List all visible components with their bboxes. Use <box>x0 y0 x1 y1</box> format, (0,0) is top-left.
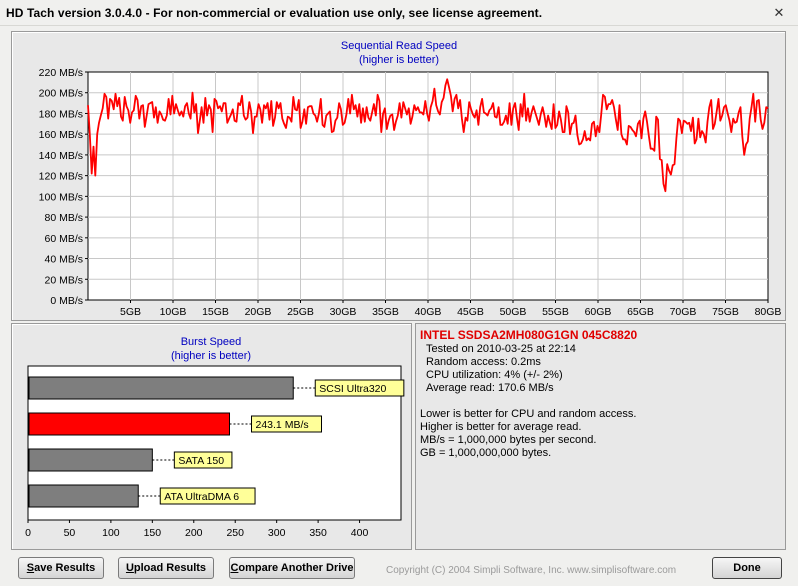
burst-x-tick-label: 50 <box>64 527 76 539</box>
seq-y-tick-label: 120 MB/s <box>39 171 83 183</box>
seq-y-tick-label: 0 MB/s <box>50 295 83 307</box>
seq-x-tick-label: 75GB <box>712 306 739 318</box>
burst-bar <box>28 448 153 472</box>
cpu-utilization: CPU utilization: 4% (+/- 2%) <box>426 369 563 381</box>
burst-x-tick-label: 350 <box>309 527 327 539</box>
seq-x-tick-label: 35GB <box>372 306 399 318</box>
upload-results-accel: U <box>125 562 134 574</box>
seq-y-tick-label: 220 MB/s <box>39 67 83 79</box>
seq-x-tick-label: 10GB <box>160 306 187 318</box>
burst-x-tick-label: 200 <box>185 527 203 539</box>
burst-bar <box>28 412 231 436</box>
burst-label-box <box>314 379 405 397</box>
burst-bar-label: SCSI Ultra320 <box>319 383 386 395</box>
done-button[interactable]: Done <box>712 557 782 579</box>
compare-drive-label: ompare Another Drive <box>238 562 354 574</box>
seq-y-tick-label: 60 MB/s <box>44 233 83 245</box>
close-icon[interactable]: ✕ <box>773 5 785 20</box>
burst-bar <box>28 376 294 400</box>
burst-x-tick-label: 250 <box>226 527 244 539</box>
burst-bar-label: SATA 150 <box>178 455 224 467</box>
compare-drive-accel: C <box>230 562 239 574</box>
burst-x-tick-label: 0 <box>25 527 31 539</box>
seq-x-tick-label: 65GB <box>627 306 654 318</box>
burst-chart-subtitle: (higher is better) <box>171 350 251 362</box>
seq-y-tick-label: 160 MB/s <box>39 129 83 141</box>
burst-x-tick-label: 400 <box>351 527 369 539</box>
burst-chart-title: Burst Speed <box>181 336 242 348</box>
seq-x-tick-label: 45GB <box>457 306 484 318</box>
average-read: Average read: 170.6 MB/s <box>426 382 554 394</box>
seq-y-tick-label: 40 MB/s <box>44 254 83 266</box>
sequential-read-chart: Sequential Read Speed (higher is better)… <box>39 40 782 318</box>
upload-results-button[interactable]: Upload Results <box>118 557 214 579</box>
save-results-accel: S <box>26 562 35 574</box>
note-gb-definition: GB = 1,000,000,000 bytes. <box>420 447 552 459</box>
seq-x-tick-label: 70GB <box>670 306 697 318</box>
sequential-read-panel: Sequential Read Speed (higher is better)… <box>11 31 786 321</box>
burst-x-tick-label: 300 <box>268 527 286 539</box>
burst-speed-chart: Burst Speed (higher is better) SCSI Ultr… <box>25 336 405 539</box>
save-results-button[interactable]: Save Results <box>18 557 104 579</box>
sequential-chart-title: Sequential Read Speed <box>341 40 457 52</box>
random-access: Random access: 0.2ms <box>426 356 541 368</box>
seq-y-tick-label: 100 MB/s <box>39 191 83 203</box>
seq-y-tick-label: 180 MB/s <box>39 108 83 120</box>
burst-label-box <box>159 487 256 505</box>
note-cpu-random: Lower is better for CPU and random acces… <box>420 408 637 420</box>
compare-another-drive-button[interactable]: Compare Another Drive <box>229 557 355 579</box>
seq-y-tick-label: 140 MB/s <box>39 150 83 162</box>
test-date: Tested on 2010-03-25 at 22:14 <box>426 343 576 355</box>
seq-x-tick-label: 15GB <box>202 306 229 318</box>
seq-x-tick-label: 25GB <box>287 306 314 318</box>
drive-info-panel: INTEL SSDSA2MH080G1GN 045C8820 Tested on… <box>415 323 786 550</box>
sequential-read-series-line <box>87 78 769 193</box>
seq-y-tick-label: 80 MB/s <box>44 212 83 224</box>
burst-x-tick-label: 150 <box>144 527 162 539</box>
burst-bar-label: ATA UltraDMA 6 <box>164 491 239 503</box>
copyright-text: Copyright (C) 2004 Simpli Software, Inc.… <box>386 565 677 576</box>
note-average-read: Higher is better for average read. <box>420 421 582 433</box>
seq-x-tick-label: 20GB <box>245 306 272 318</box>
seq-x-tick-label: 40GB <box>415 306 442 318</box>
burst-label-box <box>251 415 323 433</box>
seq-x-tick-label: 30GB <box>330 306 357 318</box>
seq-x-tick-label: 50GB <box>500 306 527 318</box>
burst-bar-label: 243.1 MB/s <box>256 419 309 431</box>
seq-x-tick-label: 5GB <box>120 306 141 318</box>
burst-x-tick-label: 100 <box>102 527 120 539</box>
burst-label-box <box>173 451 233 469</box>
save-results-label: ave Results <box>34 562 96 574</box>
drive-name: INTEL SSDSA2MH080G1GN 045C8820 <box>420 328 638 342</box>
window-title: HD Tach version 3.0.4.0 - For non-commer… <box>6 6 543 20</box>
seq-y-tick-label: 20 MB/s <box>44 274 83 286</box>
burst-bar <box>28 484 139 508</box>
seq-y-tick-label: 200 MB/s <box>39 88 83 100</box>
sequential-chart-subtitle: (higher is better) <box>359 54 439 66</box>
seq-x-tick-label: 60GB <box>585 306 612 318</box>
title-bar: HD Tach version 3.0.4.0 - For non-commer… <box>0 0 798 26</box>
burst-speed-panel: Burst Speed (higher is better) SCSI Ultr… <box>11 323 412 550</box>
seq-x-tick-label: 80GB <box>755 306 782 318</box>
upload-results-label: pload Results <box>133 562 207 574</box>
seq-x-tick-label: 55GB <box>542 306 569 318</box>
note-mbs-definition: MB/s = 1,000,000 bytes per second. <box>420 434 597 446</box>
